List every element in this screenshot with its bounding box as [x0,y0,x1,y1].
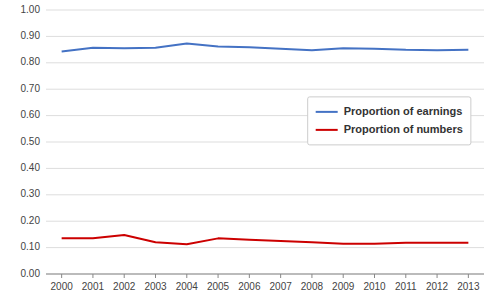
x-axis: 2000 2001 2002 2003 2004 2005 2006 2007 2008 2009… [46,274,484,292]
background [0,0,494,304]
x-tick [124,274,125,278]
grid-line [46,274,484,275]
legend-swatch [316,111,338,113]
legend-label: Proportion of numbers [344,123,463,135]
y-grid [46,10,484,274]
x-tick [374,274,375,278]
y-tick-label: 0.10 [21,241,41,252]
x-tick-label: 2002 [113,281,136,292]
legend-box [308,97,471,145]
x-tick-label: 2004 [176,281,199,292]
legend: Proportion of earnings Proportion of numb… [308,97,471,145]
y-tick-label: 0.60 [21,109,41,120]
grid-line [46,194,484,195]
x-tick [280,274,281,278]
x-tick-label: 2012 [426,281,449,292]
y-tick-label: 0.80 [21,56,41,67]
grid-line [46,36,484,37]
y-tick-label: 0.90 [21,30,41,41]
y-tick-label: 0.30 [21,188,41,199]
grid-line [46,221,484,222]
y-tick-label: 0.00 [21,268,41,279]
x-tick [405,274,406,278]
x-tick-label: 2005 [207,281,230,292]
x-tick-label: 2013 [457,281,480,292]
x-tick-label: 2007 [270,281,293,292]
y-tick-label: 0.70 [21,83,41,94]
grid-line [46,168,484,169]
x-tick-label: 2006 [238,281,261,292]
x-tick-label: 2010 [363,281,386,292]
legend-label: Proportion of earnings [344,105,463,117]
x-tick-label: 2003 [144,281,167,292]
series-line [62,235,469,244]
x-tick-label: 2008 [301,281,324,292]
x-tick [468,274,469,278]
y-axis: 0.00 0.10 0.20 0.30 0.40 0.50 0.60 0.70 0.80 0.90… [21,4,41,279]
x-tick [92,274,93,278]
grid-line [46,89,484,90]
chart-svg: 0.00 0.10 0.20 0.30 0.40 0.50 0.60 0.70 0.80 0.90… [0,0,494,304]
grid-line [46,10,484,11]
x-tick [437,274,438,278]
y-tick-label: 0.40 [21,162,41,173]
y-tick-label: 0.20 [21,215,41,226]
grid-line [46,62,484,63]
legend-swatch [316,129,338,131]
x-tick [61,274,62,278]
x-tick-label: 2000 [51,281,74,292]
chart-container: 0.00 0.10 0.20 0.30 0.40 0.50 0.60 0.70 0.80 0.90… [0,0,494,304]
series-line [62,44,469,52]
x-tick-label: 2009 [332,281,355,292]
x-tick-label: 2011 [395,281,417,292]
y-tick-label: 1.00 [21,4,41,15]
x-tick [249,274,250,278]
x-tick [186,274,187,278]
grid-line [46,247,484,248]
x-tick-label: 2001 [82,281,105,292]
x-tick [311,274,312,278]
x-tick [218,274,219,278]
y-tick-label: 0.50 [21,136,41,147]
x-tick [155,274,156,278]
x-axis-line [46,274,484,275]
x-tick [343,274,344,278]
